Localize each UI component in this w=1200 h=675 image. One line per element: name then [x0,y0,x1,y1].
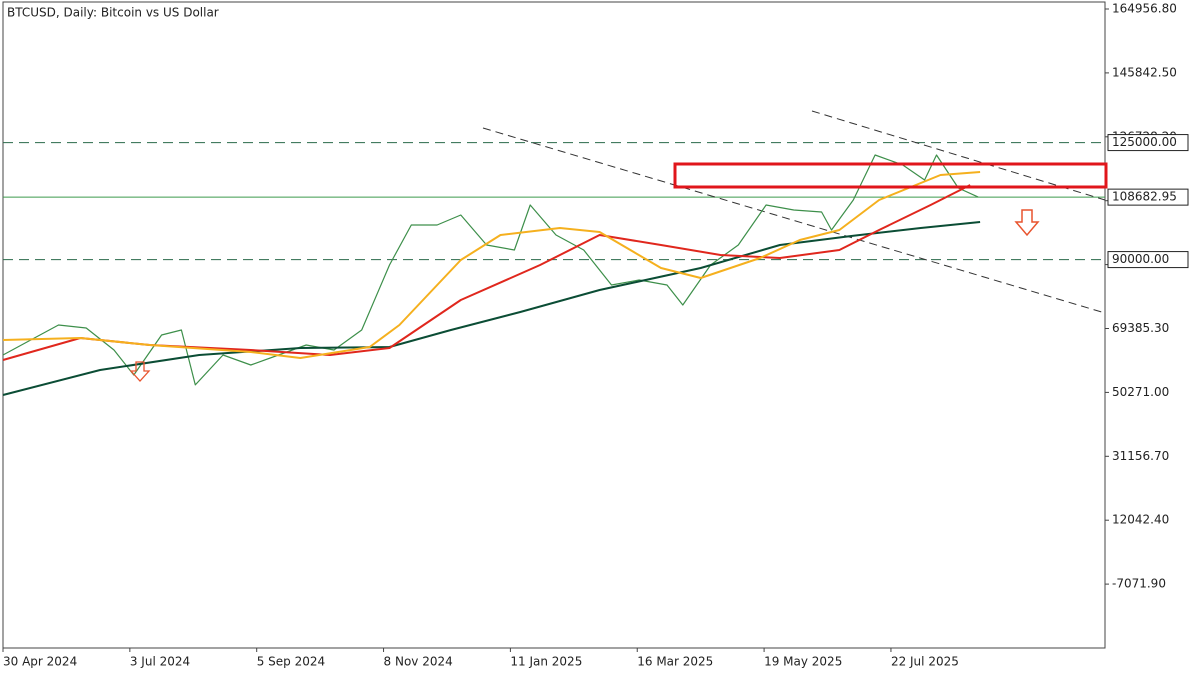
x-tick-label: 5 Sep 2024 [257,655,325,669]
x-tick-label: 3 Jul 2024 [130,655,190,669]
price-level-box [1107,188,1189,206]
resistance-zone [673,162,1108,189]
x-tick-label: 8 Nov 2024 [384,655,453,669]
y-tick-label: 31156.70 [1112,449,1169,463]
x-tick-label: 22 Jul 2025 [891,655,959,669]
y-tick-label: 12042.40 [1112,513,1169,527]
series-line [2,171,981,359]
chart-title: BTCUSD, Daily: Bitcoin vs US Dollar [7,6,219,20]
trendline [482,127,1106,314]
series-line [2,221,981,396]
y-tick-label: 50271.00 [1112,385,1169,399]
plot-frame [2,1,1106,649]
y-tick-label: 164956.80 [1112,2,1177,16]
series-line [2,154,979,386]
y-tick-label: -7071.90 [1112,577,1166,591]
price-level-label: 125000.00 [1112,135,1177,149]
x-tick-label: 30 Apr 2024 [3,655,77,669]
x-tick-label: 16 Mar 2025 [637,655,713,669]
price-level-box [1107,251,1189,269]
down-arrow [129,361,151,382]
x-tick-label: 19 May 2025 [764,655,842,669]
price-level-box [1107,134,1189,152]
y-tick-label: 69385.30 [1112,321,1169,335]
y-tick-label: 145842.50 [1112,65,1177,79]
down-arrow [1014,209,1040,237]
price-level-label: 108682.95 [1112,190,1177,204]
x-tick-label: 11 Jan 2025 [510,655,582,669]
price-level-label: 90000.00 [1112,252,1169,266]
